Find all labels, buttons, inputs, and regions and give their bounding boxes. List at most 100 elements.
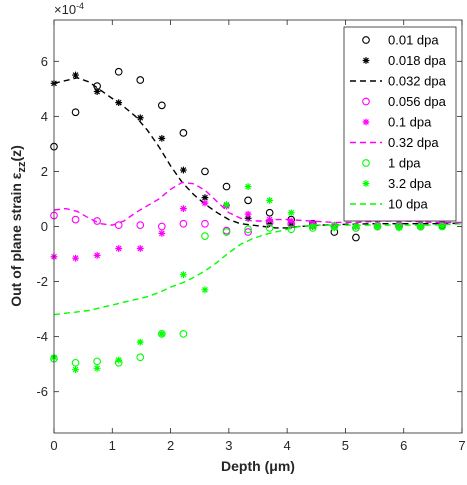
y-tick-label: -4 <box>36 329 48 344</box>
data-point <box>179 219 188 228</box>
data-point <box>71 108 80 117</box>
legend-swatch <box>362 159 370 167</box>
data-point <box>201 219 209 228</box>
legend-swatch <box>362 36 370 44</box>
data-point <box>93 364 101 372</box>
legend-entry: 0.32 dpa <box>350 135 439 150</box>
data-point <box>395 224 403 232</box>
data-point <box>179 166 187 174</box>
data-point <box>179 129 188 137</box>
y-tick-label: 0 <box>41 219 48 234</box>
x-tick-label: 6 <box>400 438 407 453</box>
y-tick-label: -6 <box>36 384 48 399</box>
data-point <box>158 134 166 142</box>
plot-frame <box>53 19 463 434</box>
data-point <box>179 330 188 338</box>
data-point <box>201 199 209 207</box>
data-point <box>136 245 144 252</box>
data-point <box>114 221 123 229</box>
data-point <box>417 223 425 230</box>
data-point <box>330 224 338 232</box>
data-point <box>115 356 123 364</box>
data-point <box>179 205 187 213</box>
legend-swatch <box>362 118 370 126</box>
data-point <box>72 366 79 374</box>
data-point <box>223 201 230 208</box>
data-point <box>136 353 145 362</box>
legend-label: 0.018 dpa <box>388 53 447 68</box>
data-point <box>201 167 209 176</box>
data-point <box>265 224 274 232</box>
data-point <box>352 233 360 242</box>
data-point <box>287 221 295 229</box>
legend-label: 10 dpa <box>388 197 429 212</box>
series-5 <box>53 181 462 226</box>
legend-entry: 0.1 dpa <box>362 115 432 130</box>
legend-label: 3.2 dpa <box>388 176 432 191</box>
x-axis-label: Depth (μm) <box>221 458 295 474</box>
data-point <box>244 210 252 218</box>
data-point <box>222 228 231 236</box>
data-point <box>222 182 231 191</box>
legend-entry: 0.056 dpa <box>362 94 447 109</box>
legend-entries: 0.01 dpa 0.018 dpa 0.032 dpa 0.056 dpa 0.1 d… <box>350 33 447 212</box>
data-point <box>244 225 252 234</box>
data-point <box>93 357 101 366</box>
data-point <box>115 245 123 252</box>
data-point <box>266 196 274 204</box>
x-tick-label: 1 <box>109 438 116 453</box>
legend-label: 0.032 dpa <box>388 74 447 89</box>
data-point <box>201 194 209 201</box>
legend-label: 0.32 dpa <box>388 135 439 150</box>
data-point <box>266 220 274 228</box>
data-point <box>93 88 101 95</box>
data-point <box>93 252 101 259</box>
data-point <box>244 183 252 190</box>
series-8 <box>53 223 463 316</box>
legend-label: 0.01 dpa <box>388 33 439 48</box>
legend-entry: 10 dpa <box>350 197 429 212</box>
data-point <box>201 286 209 294</box>
data-point <box>136 114 144 122</box>
data-point <box>136 338 144 346</box>
y-tick-label: 4 <box>41 109 48 124</box>
data-point <box>438 223 446 230</box>
y-tick-label: -2 <box>36 274 48 289</box>
x-tick-label: 2 <box>167 438 174 453</box>
data-point <box>244 228 252 236</box>
y-tick-label: 2 <box>41 164 48 179</box>
x-tick-label: 3 <box>225 438 232 453</box>
legend-entry: 3.2 dpa <box>362 176 432 191</box>
data-point <box>374 223 381 230</box>
legend-swatch <box>362 57 370 64</box>
data-point <box>72 71 79 79</box>
data-point <box>71 358 80 367</box>
data-point <box>114 67 123 76</box>
legend-entry: 0.032 dpa <box>350 74 447 89</box>
series-7 <box>50 183 446 374</box>
legend-entry: 1 dpa <box>362 156 421 171</box>
data-point <box>287 217 295 225</box>
data-point <box>201 232 209 240</box>
legend-label: 1 dpa <box>388 156 421 171</box>
legend-swatch <box>362 180 370 187</box>
data-point <box>157 222 166 231</box>
data-point <box>136 221 145 229</box>
data-point <box>309 223 317 230</box>
y-tick-label: 6 <box>41 54 48 69</box>
data-point <box>71 215 80 224</box>
data-point <box>72 254 79 262</box>
legend-swatch <box>362 97 370 106</box>
data-point <box>158 229 166 237</box>
data-point <box>179 271 187 279</box>
legend-entry: 0.01 dpa <box>362 33 439 48</box>
data-point <box>287 209 295 217</box>
x-tick-label: 7 <box>458 438 465 453</box>
series-line <box>53 181 462 226</box>
legend-label: 0.1 dpa <box>388 115 432 130</box>
data-point <box>157 101 166 110</box>
axis-ticks: 0 1 2 3 4 5 6 7 -6 -4 -2 0 2 4 6 <box>36 20 466 453</box>
x-tick-label: 0 <box>50 438 57 453</box>
data-point <box>244 196 252 205</box>
x-tick-label: 5 <box>342 438 349 453</box>
